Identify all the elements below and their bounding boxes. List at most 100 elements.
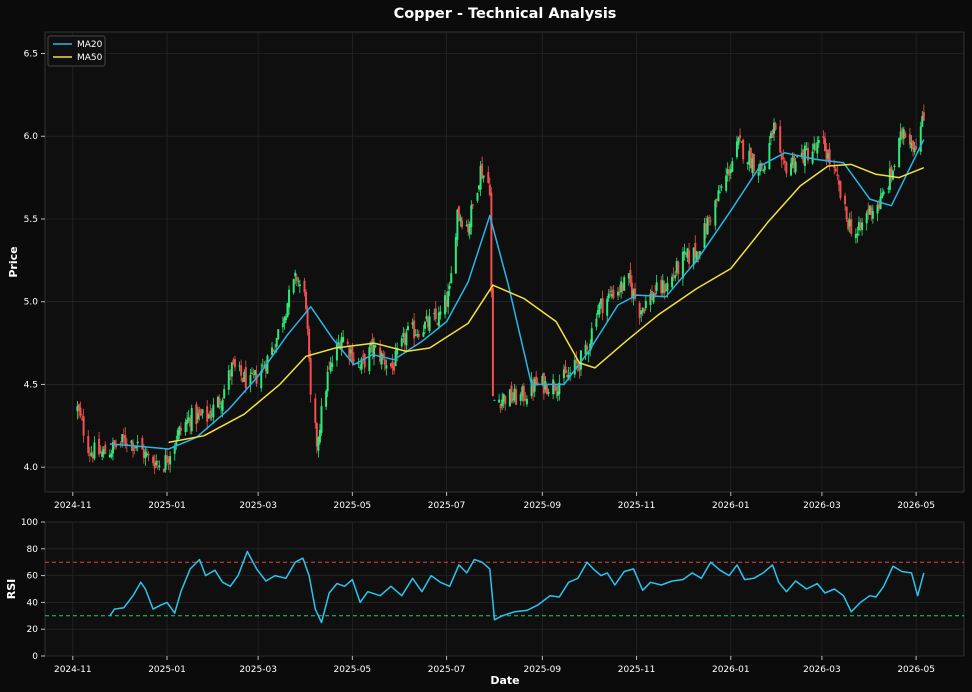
candle-up (335, 342, 338, 361)
candle-down (79, 407, 82, 416)
candle-down (142, 449, 145, 459)
candle-down (348, 347, 351, 358)
candle-up (735, 141, 738, 158)
candle-up (169, 456, 172, 465)
candle-down (303, 280, 306, 293)
candle-down (760, 162, 763, 170)
candle-up (184, 422, 187, 433)
candle-down (870, 207, 873, 216)
candle-up (277, 329, 280, 340)
candle-up (661, 280, 664, 293)
candle-down (371, 338, 374, 353)
candle-up (902, 129, 905, 139)
price-grid (45, 32, 964, 492)
candle-down (822, 136, 825, 138)
x-tick-label: 2025-03 (239, 501, 277, 511)
candle-down (629, 270, 632, 284)
candle-up (681, 251, 684, 279)
candle-down (218, 398, 221, 405)
candle-up (459, 217, 462, 221)
candle-down (241, 377, 244, 382)
chart-title: Copper - Technical Analysis (394, 6, 617, 22)
candle-down (308, 328, 311, 359)
candle-down (793, 155, 796, 169)
candle-up (544, 381, 547, 390)
candle-up (448, 285, 451, 289)
candle-up (416, 334, 419, 336)
candle-down (825, 149, 828, 161)
candle-down (391, 361, 394, 368)
candle-up (400, 338, 403, 347)
candle-up (768, 143, 771, 170)
candle-up (584, 344, 587, 355)
candle-down (660, 279, 663, 294)
candle-down (132, 443, 135, 452)
candle-up (406, 326, 409, 330)
x-tick-label: 2024-11 (54, 665, 92, 675)
x-tick-label: 2025-05 (334, 665, 372, 675)
candle-down (839, 181, 842, 198)
x-tick-label: 2025-09 (524, 665, 562, 675)
candle-down (252, 374, 255, 376)
candle-up (260, 371, 263, 389)
candle-up (882, 191, 885, 195)
candle-up (396, 347, 399, 355)
candle-down (133, 447, 136, 449)
candle-up (425, 316, 428, 320)
price-y-ticks: 4.0 4.5 5.0 5.5 6.0 6.5 (24, 50, 45, 473)
candle-down (740, 141, 743, 143)
candle-down (81, 418, 84, 420)
candle-up (759, 163, 762, 172)
candle-up (671, 276, 674, 288)
candle-down (383, 359, 386, 365)
candle-down (488, 184, 491, 195)
candle-down (837, 180, 840, 185)
candle-down (434, 308, 437, 320)
candle-up (294, 272, 297, 277)
candle-down (536, 382, 539, 384)
candle-down (99, 450, 102, 453)
candle-down (119, 442, 122, 444)
x-tick-label: 2026-01 (712, 501, 750, 511)
candle-down (845, 206, 848, 220)
candle-up (600, 298, 603, 304)
candle-up (317, 437, 320, 451)
candle-up (223, 389, 226, 399)
candle-up (598, 303, 601, 315)
candle-up (433, 313, 436, 315)
candle-down (306, 308, 309, 329)
candle-up (664, 290, 667, 292)
candle-down (417, 333, 420, 337)
candle-up (476, 193, 479, 201)
candle-up (816, 142, 819, 154)
candle-down (524, 399, 527, 401)
candle-up (220, 406, 223, 408)
candle-up (478, 185, 481, 190)
x-tick-label: 2026-05 (897, 665, 935, 675)
y-tick-label: 60 (27, 572, 39, 582)
y-tick-label: 4.0 (24, 463, 39, 473)
x-tick-label: 2025-09 (524, 501, 562, 511)
candle-down (828, 149, 831, 165)
candle-down (379, 347, 382, 362)
candle-up (121, 434, 124, 443)
candle-up (196, 413, 199, 420)
candle-down (77, 404, 80, 411)
candle-up (921, 115, 924, 127)
candle-up (762, 169, 765, 171)
candle-up (178, 426, 181, 435)
candle-up (919, 126, 922, 152)
candle-up (444, 295, 447, 315)
candle-up (261, 365, 264, 367)
candle-up (813, 143, 816, 150)
y-tick-label: 100 (21, 518, 38, 528)
candle-down (363, 353, 366, 368)
candle-up (848, 219, 851, 227)
candle-up (703, 223, 706, 249)
candle-up (607, 293, 610, 299)
candle-up (298, 284, 301, 286)
candle-down (314, 398, 317, 423)
candle-down (779, 126, 782, 153)
candle-up (271, 347, 274, 355)
price-candles (76, 104, 925, 475)
